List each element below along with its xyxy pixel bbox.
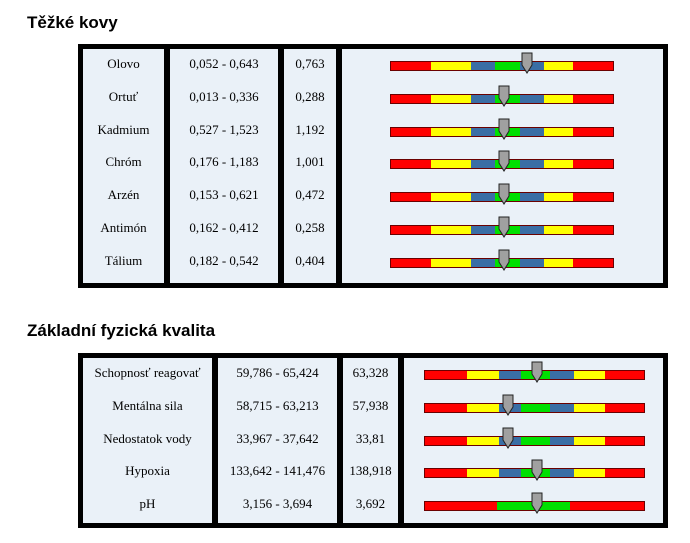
row-range: 58,715 - 63,213 bbox=[236, 397, 319, 413]
down-arrow-pointer-icon bbox=[498, 85, 510, 107]
row-name: Nedostatok vody bbox=[103, 430, 192, 446]
row-range: 59,786 - 65,424 bbox=[236, 365, 319, 380]
range-indicator-bar bbox=[424, 435, 645, 446]
row-value: 138,918 bbox=[349, 463, 392, 479]
row-range: 0,162 - 0,412 bbox=[189, 220, 259, 235]
physical-quality-table: Schopnosť reagovať 59,786 - 65,424 63,328 M… bbox=[78, 353, 668, 528]
row-value: 0,288 bbox=[295, 88, 325, 104]
column-ranges bbox=[218, 358, 337, 523]
row-value: 3,692 bbox=[355, 496, 386, 512]
row-name: Chróm bbox=[105, 154, 142, 170]
down-arrow-pointer-icon bbox=[502, 394, 514, 416]
row-value: 57,938 bbox=[352, 397, 389, 413]
section-title-heavy-metals: Těžké kovy bbox=[27, 13, 118, 32]
row-range: 0,153 - 0,621 bbox=[189, 187, 259, 203]
row-value: 0,404 bbox=[295, 252, 325, 268]
row-value: 33,81 bbox=[355, 430, 386, 446]
row-value: 0,472 bbox=[295, 187, 325, 203]
row-name: Ortuť bbox=[108, 88, 139, 104]
down-arrow-pointer-icon bbox=[531, 361, 543, 383]
row-range: 3,156 - 3,694 bbox=[242, 496, 313, 512]
down-arrow-pointer-icon bbox=[498, 150, 510, 173]
down-arrow-pointer-icon bbox=[521, 52, 533, 74]
row-name: pH bbox=[139, 496, 156, 512]
row-value: 63,328 bbox=[352, 365, 389, 380]
row-name: Mentálna sila bbox=[112, 397, 183, 413]
row-value: 1,001 bbox=[295, 154, 325, 170]
row-name: Kadmium bbox=[97, 121, 150, 137]
row-value: 0,763 bbox=[295, 56, 325, 71]
row-value: 1,192 bbox=[295, 121, 325, 137]
down-arrow-pointer-icon bbox=[502, 427, 514, 449]
down-arrow-pointer-icon bbox=[531, 492, 543, 515]
row-range: 0,052 - 0,643 bbox=[189, 56, 259, 71]
down-arrow-pointer-icon bbox=[498, 183, 510, 206]
row-name: Hypoxia bbox=[125, 463, 170, 479]
row-name: Olovo bbox=[107, 56, 140, 71]
row-range: 0,176 - 1,183 bbox=[189, 154, 259, 170]
column-values bbox=[284, 49, 336, 283]
row-range: 0,527 - 1,523 bbox=[189, 121, 259, 137]
section-title-physical-quality: Základní fyzická kvalita bbox=[27, 321, 216, 340]
row-value: 0,258 bbox=[295, 220, 325, 235]
row-name: Antimón bbox=[100, 220, 147, 235]
row-range: 33,967 - 37,642 bbox=[236, 430, 319, 446]
down-arrow-pointer-icon bbox=[498, 216, 510, 238]
row-name: Tálium bbox=[104, 252, 143, 268]
down-arrow-pointer-icon bbox=[498, 249, 510, 271]
down-arrow-pointer-icon bbox=[531, 459, 543, 482]
column-ranges bbox=[170, 49, 278, 283]
heavy-metals-table: Olovo 0,052 - 0,643 0,763 Ortuť 0,013 - 0,33… bbox=[78, 44, 668, 288]
row-range: 0,013 - 0,336 bbox=[189, 88, 259, 104]
row-range: 133,642 - 141,476 bbox=[229, 463, 326, 479]
column-values bbox=[343, 358, 398, 523]
down-arrow-pointer-icon bbox=[498, 118, 510, 140]
range-indicator-bar bbox=[424, 402, 645, 413]
range-indicator-bar bbox=[390, 61, 614, 71]
column-names bbox=[83, 49, 164, 283]
column-names bbox=[83, 358, 212, 523]
row-range: 0,182 - 0,542 bbox=[189, 252, 259, 268]
row-name: Arzén bbox=[107, 187, 140, 203]
row-name: Schopnosť reagovať bbox=[94, 365, 201, 380]
